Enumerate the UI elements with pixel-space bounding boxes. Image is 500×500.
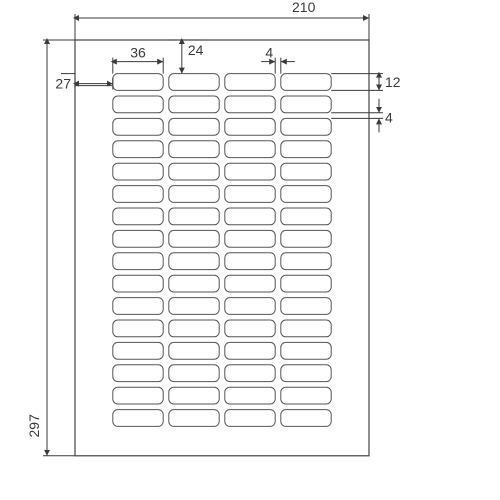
dim-label: 36 — [130, 45, 146, 61]
label-cell — [169, 365, 219, 382]
label-cell — [281, 96, 331, 113]
label-cell — [169, 342, 219, 359]
label-cell — [113, 253, 163, 270]
label-cell — [225, 141, 275, 158]
dim-label: 12 — [385, 74, 401, 90]
label-cell — [225, 410, 275, 427]
label-cell — [281, 163, 331, 180]
label-cell — [113, 320, 163, 337]
label-cell — [169, 230, 219, 247]
dim-label: 4 — [385, 109, 393, 125]
label-cell — [281, 141, 331, 158]
label-cell — [113, 230, 163, 247]
label-cell — [225, 96, 275, 113]
label-cell — [169, 410, 219, 427]
label-cell — [113, 298, 163, 315]
label-cell — [169, 96, 219, 113]
label-cell — [113, 410, 163, 427]
label-cell — [225, 118, 275, 135]
label-cell — [281, 208, 331, 225]
label-cell — [225, 186, 275, 203]
label-cell — [281, 186, 331, 203]
label-cell — [113, 342, 163, 359]
label-cell — [169, 387, 219, 404]
label-cell — [169, 74, 219, 91]
label-cell — [281, 118, 331, 135]
label-cell — [281, 298, 331, 315]
diagram-svg: 210 36 24 4 27 12 4 297 — [0, 0, 500, 500]
label-cell — [113, 141, 163, 158]
dim-label: 4 — [265, 45, 273, 61]
label-cell — [281, 275, 331, 292]
label-cell — [169, 186, 219, 203]
label-cell — [113, 387, 163, 404]
label-cell — [281, 320, 331, 337]
label-cell — [281, 387, 331, 404]
label-cell — [281, 253, 331, 270]
label-cell — [113, 74, 163, 91]
label-cell — [225, 387, 275, 404]
label-cell — [225, 208, 275, 225]
label-cell — [169, 141, 219, 158]
label-cell — [281, 230, 331, 247]
label-cell — [225, 320, 275, 337]
diagram-stage: 210 36 24 4 27 12 4 297 — [0, 0, 500, 500]
label-cell — [169, 298, 219, 315]
label-cell — [113, 275, 163, 292]
label-cell — [281, 74, 331, 91]
label-cell — [169, 275, 219, 292]
label-cell — [169, 253, 219, 270]
label-cell — [225, 298, 275, 315]
label-cell — [281, 365, 331, 382]
label-cell — [281, 342, 331, 359]
label-cell — [113, 163, 163, 180]
label-cell — [225, 253, 275, 270]
label-cell — [225, 163, 275, 180]
dim-label: 297 — [26, 414, 42, 438]
label-cell — [281, 410, 331, 427]
dim-label: 210 — [292, 0, 316, 15]
label-cell — [225, 275, 275, 292]
label-cell — [169, 208, 219, 225]
label-cell — [113, 365, 163, 382]
label-cell — [113, 118, 163, 135]
dim-label: 24 — [188, 42, 204, 58]
label-cell — [225, 342, 275, 359]
label-cell — [113, 186, 163, 203]
label-cell — [225, 74, 275, 91]
label-cell — [225, 230, 275, 247]
label-grid — [113, 74, 331, 427]
label-cell — [225, 365, 275, 382]
label-cell — [113, 208, 163, 225]
label-cell — [169, 163, 219, 180]
dim-label: 27 — [55, 76, 71, 92]
label-cell — [169, 320, 219, 337]
label-cell — [169, 118, 219, 135]
label-cell — [113, 96, 163, 113]
